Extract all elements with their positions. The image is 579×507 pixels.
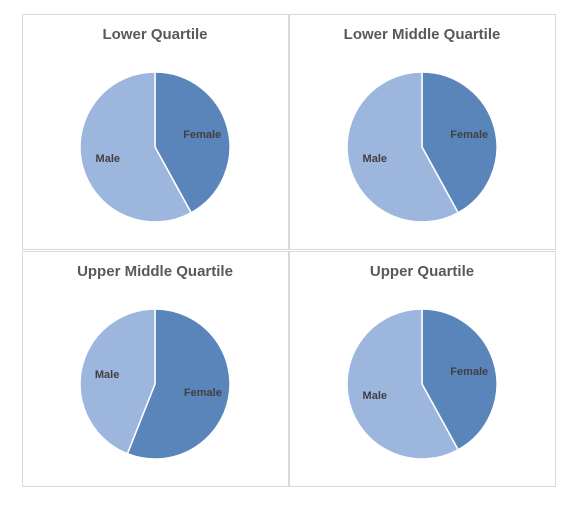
slice-label: Male — [96, 153, 120, 165]
pie-slice — [346, 71, 460, 223]
slice-label: Female — [450, 366, 488, 378]
slice-label: Female — [184, 387, 222, 399]
pie-slice — [126, 308, 231, 460]
pie-slice — [154, 71, 231, 214]
slice-label: Male — [363, 153, 387, 165]
pie-slice — [421, 308, 498, 451]
pie-slice — [79, 71, 193, 223]
chart-title: Upper Middle Quartile — [77, 263, 233, 280]
slice-label: Male — [363, 390, 387, 402]
pie-slice — [421, 71, 498, 214]
pie-slice — [346, 308, 460, 460]
chart-title: Upper Quartile — [370, 263, 474, 280]
slice-label: Female — [450, 129, 488, 141]
chart-title: Lower Middle Quartile — [344, 26, 501, 43]
slice-label: Male — [95, 369, 119, 381]
slice-label: Female — [183, 129, 221, 141]
pie-slice — [79, 308, 156, 455]
chart-title: Lower Quartile — [102, 26, 207, 43]
